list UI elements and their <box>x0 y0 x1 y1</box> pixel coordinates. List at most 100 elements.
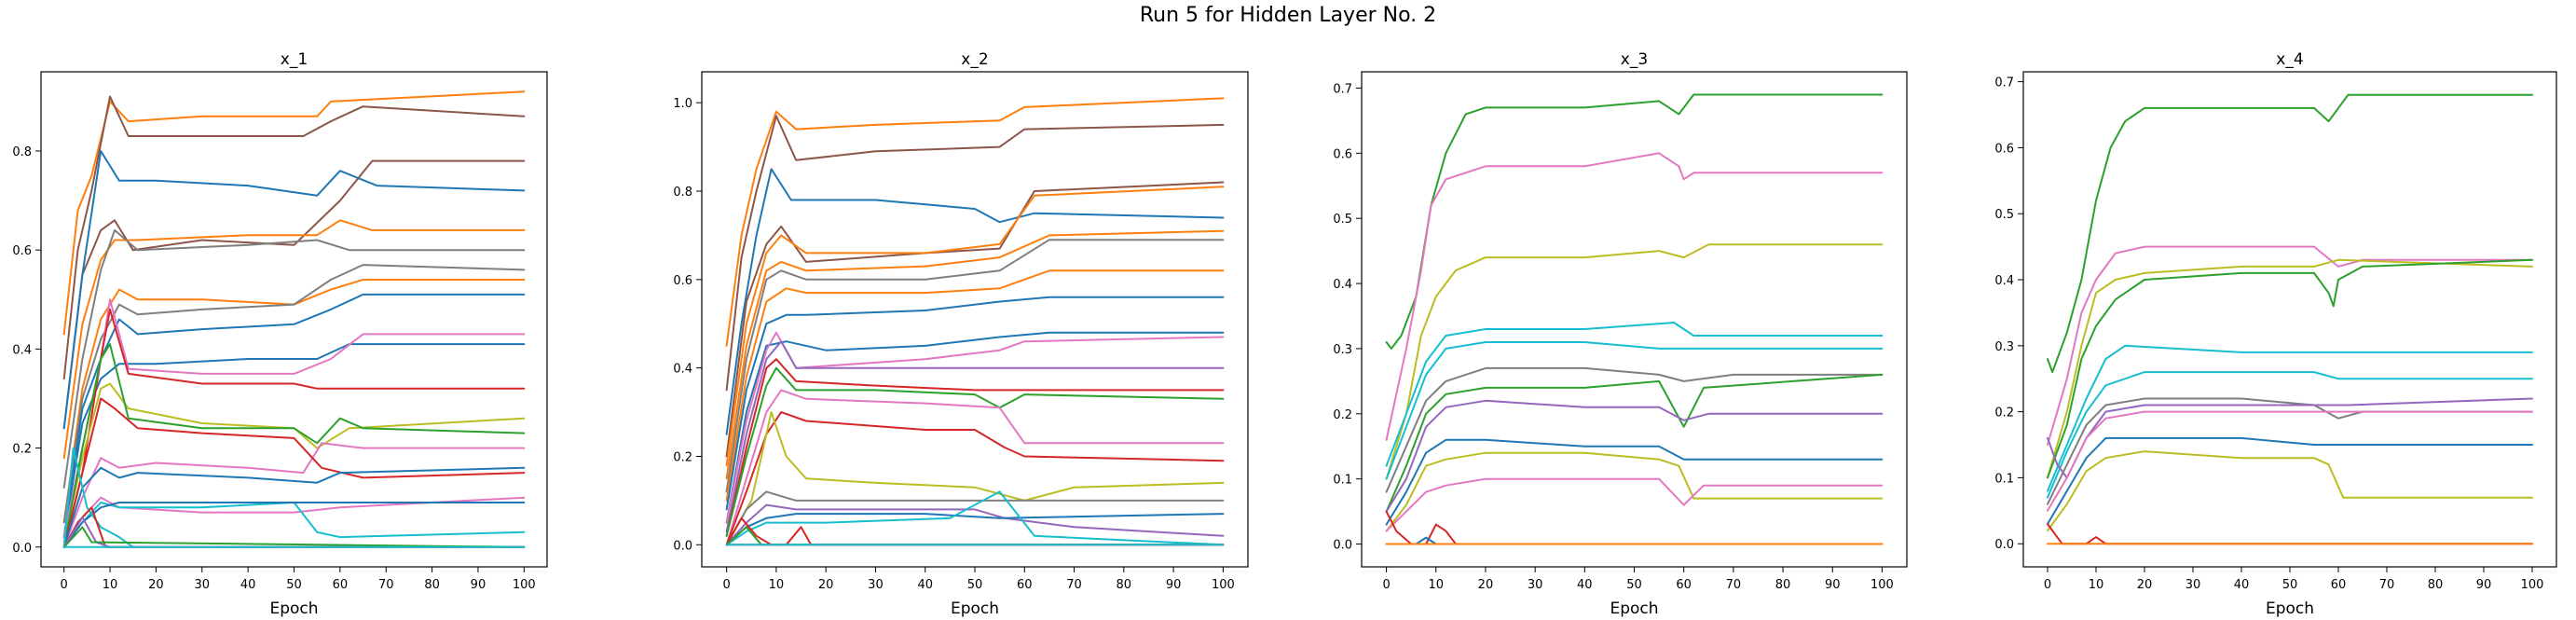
series-line-6 <box>62 228 526 489</box>
series-line-6 <box>1385 366 1884 493</box>
y-tick-label: 0.6 <box>12 244 32 258</box>
subplot-1: 0 10 20 30 40 50 60 70 80 90 100 0.0 0.2 0.4 0.6 0.8 x_1… <box>12 50 548 618</box>
series-line-17 <box>725 411 1225 546</box>
y-tick-label: 0.8 <box>12 145 32 159</box>
series-line-10 <box>2047 436 2533 525</box>
series-line-4 <box>725 181 1225 458</box>
x-tick-label: 90 <box>2476 578 2492 592</box>
axes-frame <box>2022 71 2557 568</box>
series-line-12 <box>725 340 1225 533</box>
series-line-14 <box>725 366 1225 537</box>
y-tick-label: 0.2 <box>1994 406 2014 420</box>
y-tick-label: 0.1 <box>1994 472 2014 486</box>
series-line-2 <box>1385 152 1884 441</box>
x-tick-label: 10 <box>1428 578 1444 592</box>
y-tick-label: 0.5 <box>1994 208 2014 222</box>
subplot-title: x_4 <box>2276 50 2303 69</box>
x-tick-label: 90 <box>471 578 486 592</box>
series-line-17 <box>62 466 526 548</box>
y-tick-label: 0.4 <box>12 343 32 357</box>
series-line-6 <box>725 229 1225 480</box>
x-tick-label: 90 <box>1825 578 1841 592</box>
y-tick-label: 0.2 <box>1333 408 1352 422</box>
axes-frame <box>40 71 548 568</box>
subplot-title: x_3 <box>1621 50 1648 69</box>
series-line-11 <box>1385 477 1884 532</box>
series-line-18 <box>62 496 526 548</box>
x-tick-label: 30 <box>194 578 210 592</box>
x-tick-label: 100 <box>1870 578 1894 592</box>
x-tick-label: 60 <box>1017 578 1033 592</box>
y-tick-label: 0.8 <box>673 186 692 200</box>
y-tick-label: 1.0 <box>673 97 692 111</box>
series-line-8 <box>62 264 526 524</box>
y-tick-label: 0.0 <box>1333 539 1352 553</box>
x-tick-label: 0 <box>1382 578 1390 592</box>
y-tick-label: 0.2 <box>12 443 32 457</box>
series-line-10 <box>62 343 526 539</box>
x-tick-label: 20 <box>818 578 834 592</box>
x-tick-label: 50 <box>1626 578 1642 592</box>
y-tick-label: 0.6 <box>1333 147 1352 161</box>
x-tick-label: 100 <box>513 578 536 592</box>
series-line-3 <box>62 159 526 430</box>
x-axis-label: Epoch <box>1610 599 1658 618</box>
y-tick-label: 0.3 <box>1994 340 2014 354</box>
x-tick-label: 0 <box>61 578 68 592</box>
series-line-9 <box>725 296 1225 511</box>
series-line-20 <box>725 513 1225 546</box>
subplot-4: 0 10 20 30 40 50 60 70 80 90 100 0.0 0.1 0.2 0.3 0.4 0.5… <box>1994 50 2557 618</box>
x-tick-label: 70 <box>1066 578 1082 592</box>
series-line-21 <box>62 447 526 548</box>
x-tick-label: 20 <box>148 578 164 592</box>
subplot-title: x_2 <box>961 50 988 69</box>
y-tick-label: 0.4 <box>1994 274 2014 288</box>
series-line-19 <box>725 503 1225 546</box>
series-line-4 <box>1385 322 1884 467</box>
x-tick-label: 40 <box>917 578 933 592</box>
y-tick-label: 0.1 <box>1333 474 1352 488</box>
series-line-4 <box>2047 258 2533 479</box>
x-axis-label: Epoch <box>2266 599 2314 618</box>
axes-frame <box>701 71 1249 568</box>
y-tick-label: 0.0 <box>673 539 692 553</box>
series-line-13 <box>1385 536 1884 545</box>
x-tick-label: 70 <box>378 578 394 592</box>
series-line-2 <box>62 95 526 380</box>
series-line-3 <box>725 168 1225 435</box>
y-tick-label: 0.7 <box>1994 76 2014 90</box>
x-tick-label: 30 <box>868 578 884 592</box>
y-tick-label: 0.6 <box>673 274 692 288</box>
series-line-8 <box>725 269 1225 502</box>
series-line-4 <box>62 150 526 430</box>
x-tick-label: 60 <box>1676 578 1692 592</box>
series-line-11 <box>2047 450 2533 532</box>
y-tick-label: 0.4 <box>1333 278 1352 292</box>
series-line-16 <box>725 411 1225 546</box>
x-tick-label: 40 <box>240 578 256 592</box>
y-tick-label: 0.0 <box>12 542 32 556</box>
x-tick-label: 40 <box>2234 578 2250 592</box>
series-line-8 <box>2047 397 2533 479</box>
y-tick-label: 0.4 <box>673 363 692 377</box>
y-tick-label: 0.2 <box>673 450 692 464</box>
series-line-7 <box>725 239 1225 493</box>
series-line-15 <box>62 442 526 548</box>
subplot-title: x_1 <box>281 50 308 69</box>
x-tick-label: 40 <box>1577 578 1593 592</box>
series-line-7 <box>2047 397 2533 505</box>
series-line-2 <box>2047 245 2533 446</box>
series-line-1 <box>1385 93 1884 350</box>
x-tick-label: 30 <box>1528 578 1543 592</box>
x-tick-label: 0 <box>722 578 730 592</box>
y-tick-label: 0.3 <box>1333 343 1352 357</box>
x-tick-label: 70 <box>1726 578 1742 592</box>
x-tick-label: 80 <box>1117 578 1132 592</box>
series-line-7 <box>1385 373 1884 513</box>
series-line-24 <box>62 526 526 548</box>
y-tick-label: 0.5 <box>1333 213 1352 227</box>
series-line-13 <box>62 382 526 544</box>
figure-title: Run 5 for Hidden Layer No. 2 <box>1139 4 1437 27</box>
x-tick-label: 50 <box>967 578 983 592</box>
